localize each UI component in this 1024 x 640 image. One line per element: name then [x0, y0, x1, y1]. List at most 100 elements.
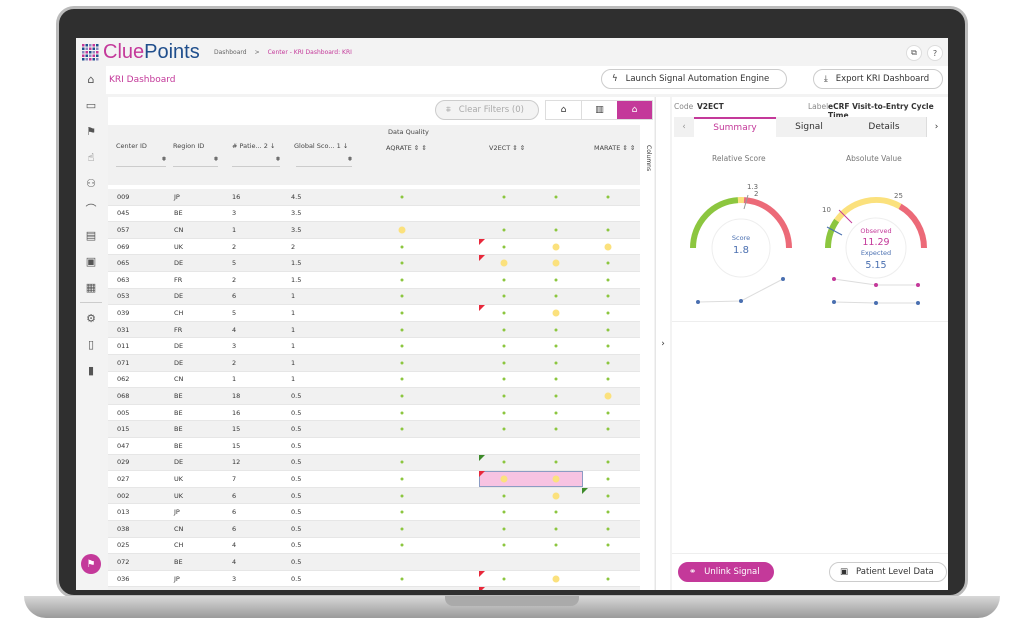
kri-cell[interactable] — [530, 554, 582, 570]
patient-level-data-button[interactable]: ▣ Patient Level Data — [829, 562, 947, 582]
launch-signal-engine-button[interactable]: ϟ Launch Signal Automation Engine — [601, 69, 787, 89]
clear-filters-button[interactable]: ⩨ Clear Filters (0) — [435, 100, 539, 120]
kri-cell[interactable] — [479, 454, 530, 471]
green-risk-dot[interactable] — [554, 411, 558, 415]
kri-cell[interactable] — [530, 338, 582, 354]
kri-cell[interactable] — [582, 239, 635, 255]
gauge-icon[interactable]: ⌒ — [85, 203, 97, 216]
tab-summary[interactable]: Summary — [694, 117, 776, 137]
calendar-icon[interactable]: ▣ — [85, 254, 97, 268]
yellow-risk-dot[interactable] — [552, 575, 560, 583]
red-signal-flag-icon[interactable] — [479, 305, 485, 312]
kri-cell[interactable] — [530, 206, 582, 222]
green-risk-dot[interactable] — [502, 328, 506, 332]
yellow-risk-dot[interactable] — [552, 475, 560, 483]
kri-cell[interactable] — [352, 421, 479, 437]
table-row[interactable]: 045 BE 3 3.5 — [108, 206, 640, 223]
kri-cell[interactable] — [352, 471, 479, 487]
kri-cell[interactable] — [530, 471, 582, 487]
green-risk-dot[interactable] — [502, 494, 506, 498]
table-row[interactable]: 053 DE 6 1 — [108, 288, 640, 306]
export-kri-button[interactable]: ⤓ Export KRI Dashboard — [813, 69, 943, 89]
green-risk-dot[interactable] — [400, 311, 404, 315]
kri-cell[interactable] — [530, 421, 582, 437]
green-risk-dot[interactable] — [606, 328, 610, 332]
green-risk-dot[interactable] — [400, 278, 404, 282]
kri-cell[interactable] — [582, 405, 635, 421]
kri-cell[interactable] — [530, 438, 582, 454]
green-risk-dot[interactable] — [502, 543, 506, 547]
book-icon[interactable]: ▯ — [87, 337, 95, 351]
tabs-prev-button[interactable]: ‹ — [674, 117, 694, 137]
green-risk-dot[interactable] — [400, 245, 404, 249]
table-row[interactable]: 029 DE 12 0.5 — [108, 454, 640, 472]
green-risk-dot[interactable] — [606, 460, 610, 464]
green-risk-dot[interactable] — [554, 543, 558, 547]
kri-cell[interactable] — [352, 322, 479, 338]
kri-cell[interactable] — [479, 305, 530, 321]
filter-patients[interactable]: ⩨ — [232, 155, 280, 167]
kri-cell[interactable] — [479, 405, 530, 421]
green-signal-flag-icon[interactable] — [582, 487, 588, 494]
red-signal-flag-icon[interactable] — [479, 255, 485, 262]
kri-cell[interactable] — [479, 372, 530, 388]
green-risk-dot[interactable] — [400, 361, 404, 365]
table-row[interactable]: 065 DE 5 1.5 — [108, 255, 640, 272]
kri-cell[interactable] — [479, 289, 530, 305]
green-risk-dot[interactable] — [502, 377, 506, 381]
green-risk-dot[interactable] — [400, 494, 404, 498]
col-patients[interactable]: # Patie... 2 ↓ — [232, 142, 276, 150]
kri-cell[interactable] — [530, 455, 582, 471]
selected-signal-highlight[interactable] — [479, 471, 583, 487]
kri-cell[interactable] — [352, 455, 479, 471]
green-risk-dot[interactable] — [502, 311, 506, 315]
id-card-icon[interactable]: ▦ — [85, 280, 97, 294]
kri-cell[interactable] — [582, 504, 635, 520]
green-risk-dot[interactable] — [606, 294, 610, 298]
table-row[interactable]: 039 CH 5 1 — [108, 305, 640, 322]
table-row[interactable]: 009 JP 16 4.5 — [108, 189, 640, 206]
green-signal-flag-icon[interactable] — [479, 454, 485, 461]
table-row[interactable]: 025 CH 4 0.5 — [108, 538, 640, 555]
kri-cell[interactable] — [352, 189, 479, 205]
database-view-icon[interactable]: ▥ — [581, 101, 617, 119]
table-row[interactable]: 011 DE 3 1 — [108, 338, 640, 355]
kri-cell[interactable] — [530, 521, 582, 537]
kri-cell[interactable] — [530, 222, 582, 238]
green-risk-dot[interactable] — [502, 278, 506, 282]
kri-cell[interactable] — [530, 388, 582, 404]
yellow-risk-dot[interactable] — [604, 243, 612, 251]
tab-details[interactable]: Details — [842, 117, 926, 137]
dashboard-icon[interactable]: ▭ — [85, 98, 97, 112]
kri-cell[interactable] — [530, 587, 582, 590]
table-row[interactable]: 005 BE 16 0.5 — [108, 405, 640, 422]
table-row[interactable]: 071 DE 2 1 — [108, 355, 640, 372]
kri-cell[interactable] — [352, 305, 479, 321]
red-signal-flag-icon[interactable] — [479, 471, 485, 478]
yellow-risk-dot[interactable] — [398, 226, 406, 234]
green-risk-dot[interactable] — [606, 311, 610, 315]
help-icon[interactable]: ? — [927, 45, 943, 61]
filter-center-id[interactable]: ⩨ — [116, 155, 166, 167]
col-marate[interactable]: MARATE ⇕ ⇕ — [594, 144, 636, 152]
kri-cell[interactable] — [582, 521, 635, 537]
kri-cell[interactable] — [530, 189, 582, 205]
kri-cell[interactable] — [352, 222, 479, 238]
kri-cell[interactable] — [352, 372, 479, 388]
green-risk-dot[interactable] — [400, 543, 404, 547]
red-signal-flag-icon[interactable] — [479, 238, 485, 245]
green-risk-dot[interactable] — [400, 261, 404, 265]
green-risk-dot[interactable] — [502, 394, 506, 398]
kri-cell[interactable] — [582, 571, 635, 587]
green-risk-dot[interactable] — [502, 294, 506, 298]
table-row[interactable]: 036 JP 3 0.5 — [108, 570, 640, 588]
breadcrumb-dashboard[interactable]: Dashboard — [214, 49, 247, 56]
kri-cell[interactable] — [479, 570, 530, 587]
table-row[interactable]: 068 BE 18 0.5 — [108, 388, 640, 405]
green-risk-dot[interactable] — [606, 344, 610, 348]
unlink-signal-button[interactable]: ⚭ Unlink Signal — [678, 562, 774, 582]
kri-cell[interactable] — [582, 189, 635, 205]
green-risk-dot[interactable] — [554, 377, 558, 381]
green-risk-dot[interactable] — [502, 361, 506, 365]
green-risk-dot[interactable] — [400, 344, 404, 348]
